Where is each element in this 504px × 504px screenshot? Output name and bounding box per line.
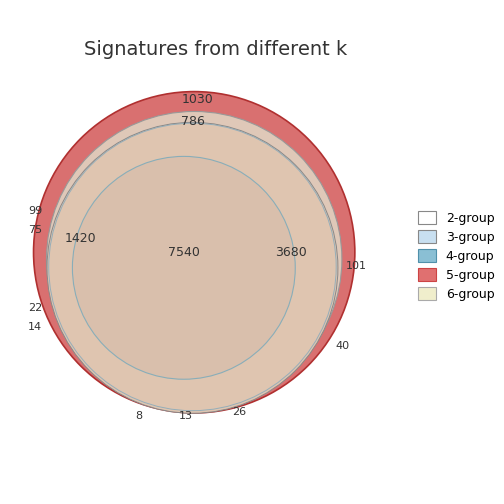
Text: 7540: 7540	[168, 246, 200, 259]
Circle shape	[73, 156, 295, 379]
Text: 99: 99	[28, 206, 42, 216]
Text: 26: 26	[232, 407, 246, 417]
Legend: 2-group, 3-group, 4-group, 5-group, 6-group: 2-group, 3-group, 4-group, 5-group, 6-gr…	[415, 207, 498, 304]
Circle shape	[49, 123, 336, 411]
Text: 75: 75	[28, 225, 42, 235]
Text: 1030: 1030	[182, 93, 214, 106]
Text: 786: 786	[180, 115, 205, 129]
Text: 8: 8	[136, 411, 143, 421]
Title: Signatures from different k: Signatures from different k	[84, 40, 347, 58]
Text: 14: 14	[28, 322, 42, 332]
Text: 1420: 1420	[65, 232, 96, 245]
Text: 13: 13	[178, 411, 193, 421]
Text: 3680: 3680	[275, 246, 307, 259]
Circle shape	[46, 111, 342, 407]
Text: 22: 22	[28, 302, 42, 312]
Text: 40: 40	[336, 341, 350, 351]
Circle shape	[34, 92, 355, 413]
Circle shape	[47, 122, 338, 413]
Text: 101: 101	[346, 261, 367, 271]
